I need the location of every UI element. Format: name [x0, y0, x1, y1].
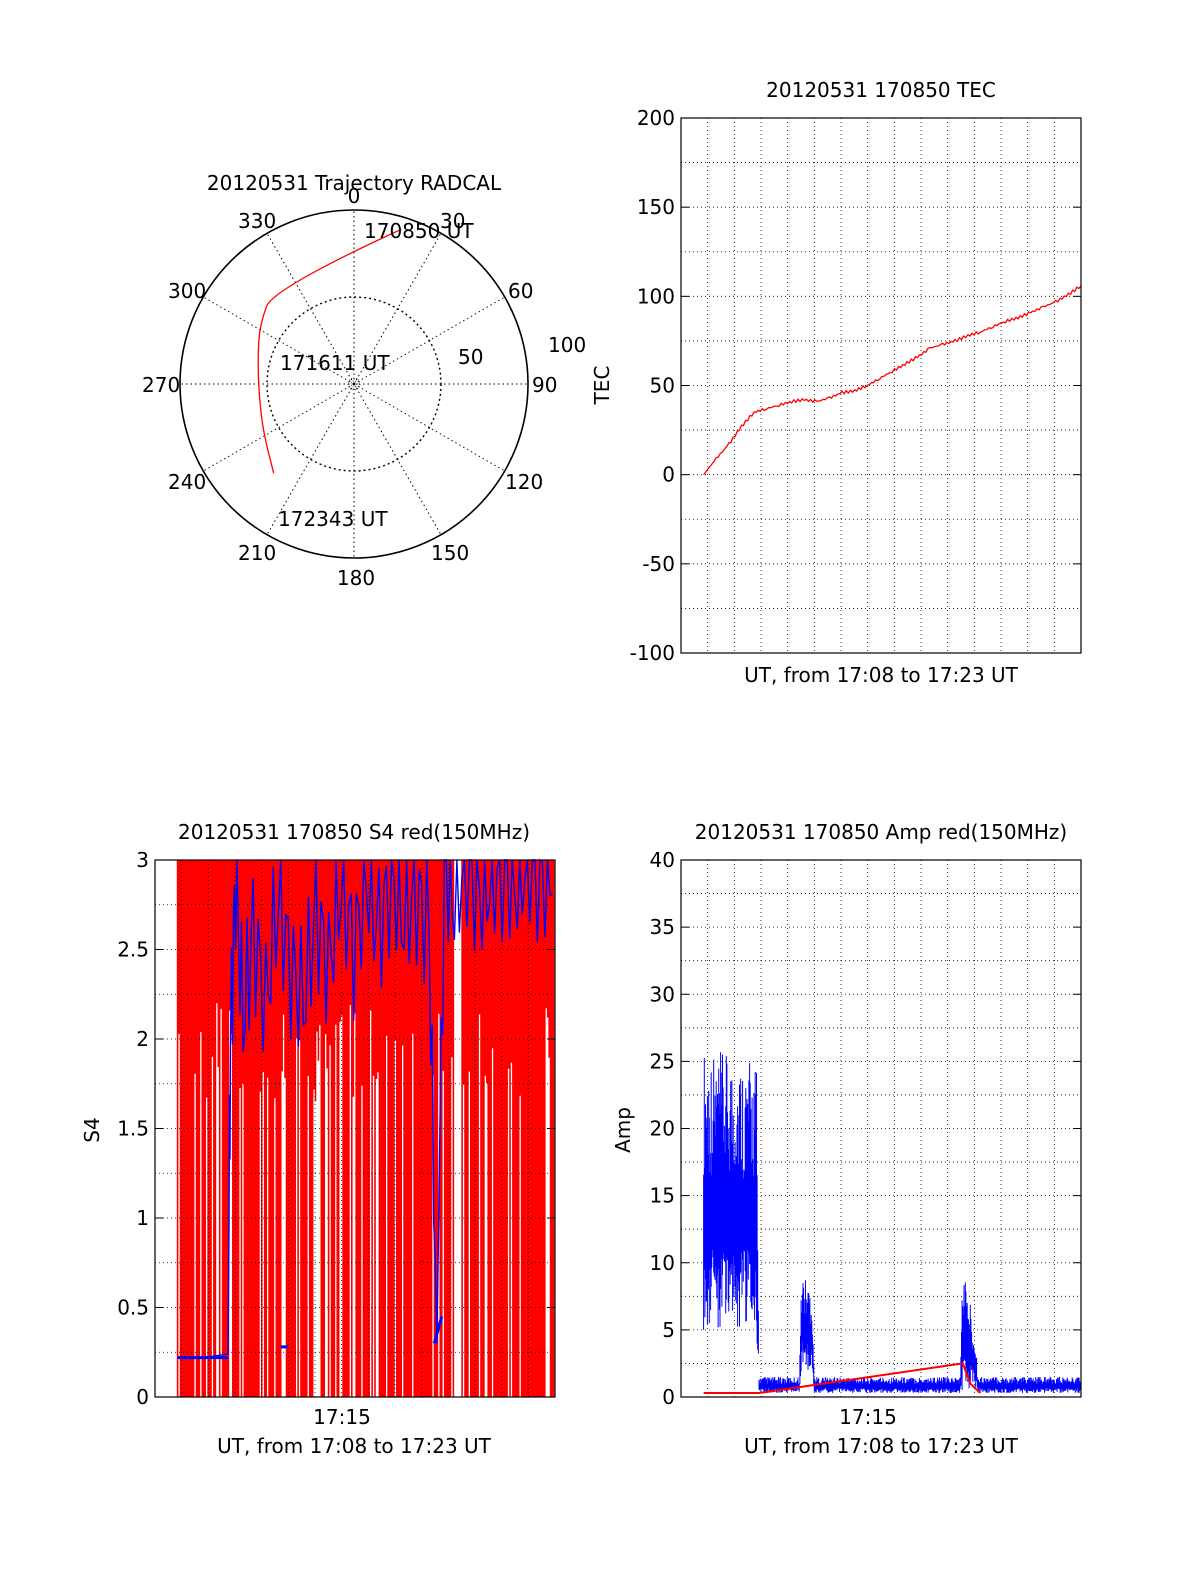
polar-trajectory-line	[257, 228, 402, 474]
s4-red-spikes	[176, 860, 555, 1397]
amp-ytick-label-15: 15	[650, 1184, 675, 1208]
polar-spoke-330	[266, 233, 355, 385]
polar-angle-label-0: 0	[348, 184, 361, 208]
amp-blue-series	[703, 1052, 1082, 1393]
s4-xlabel: UT, from 17:08 to 17:23 UT	[217, 1434, 492, 1458]
polar-point-label-start: 170850 UT	[364, 219, 474, 243]
polar-radius-label-50: 50	[458, 345, 483, 369]
s4-xtick-label: 17:15	[313, 1405, 371, 1429]
tec-series-line	[703, 285, 1082, 476]
s4-grid	[155, 860, 555, 1397]
tec-grid	[681, 118, 1081, 653]
amp-ytick-label-10: 10	[650, 1251, 675, 1275]
polar-ring-50	[266, 296, 442, 472]
amp-ytick-label-5: 5	[662, 1318, 675, 1342]
s4-ytick-label-2: 2	[136, 1027, 149, 1051]
polar-angle-label-240: 240	[168, 470, 206, 494]
polar-radius-label-100: 100	[548, 333, 586, 357]
s4-ylabel: S4	[80, 1117, 104, 1142]
polar-panel: 20120531 Trajectory RADCAL 0 30 60 90 12…	[142, 171, 586, 590]
s4-blue-line	[177, 858, 553, 1359]
s4-ytick-label-3: 3	[136, 848, 149, 872]
amp-xlabel: UT, from 17:08 to 17:23 UT	[744, 1434, 1019, 1458]
amp-plot	[703, 1052, 1082, 1394]
polar-angle-label-120: 120	[505, 470, 543, 494]
polar-ring-100	[179, 209, 529, 559]
polar-center-ring-1	[347, 377, 361, 391]
polar-point-label-mid: 171611 UT	[280, 351, 390, 375]
polar-labels: 0 30 60 90 120 150 180 210 240 270 300 3…	[142, 184, 586, 590]
amp-ytick-label-0: 0	[662, 1385, 675, 1409]
s4-panel: 20120531 170850 S4 red(150MHz) 0 0.5 1 1.5 2…	[80, 820, 556, 1458]
amp-title: 20120531 170850 Amp red(150MHz)	[695, 820, 1067, 844]
tec-ylabel: TEC	[590, 366, 614, 406]
tec-panel: 20120531 170850 TEC -100-50050100150200 …	[590, 78, 1082, 687]
amp-ytick-label-25: 25	[650, 1049, 675, 1073]
polar-angle-label-150: 150	[431, 541, 469, 565]
polar-angle-label-30: 30	[440, 209, 465, 233]
polar-spoke-30	[353, 233, 442, 385]
s4-ytick-label-1: 1	[136, 1206, 149, 1230]
tec-ytick-label-200: 200	[637, 106, 675, 130]
polar-series	[257, 228, 402, 474]
s4-blue-low-segment-3	[432, 1316, 444, 1344]
polar-angle-label-180: 180	[337, 566, 375, 590]
polar-angle-label-90: 90	[532, 373, 557, 397]
tec-title: 20120531 170850 TEC	[766, 78, 996, 102]
s4-plot	[176, 858, 555, 1397]
polar-angle-label-210: 210	[238, 541, 276, 565]
s4-title: 20120531 170850 S4 red(150MHz)	[178, 820, 530, 844]
tec-ytick-label--100: -100	[630, 641, 675, 665]
polar-angle-label-270: 270	[142, 373, 180, 397]
tec-yticks: -100 -50 0 50 100 150 200	[630, 106, 1081, 665]
amp-ytick-label-40: 40	[650, 848, 675, 872]
amp-xtick-label: 17:15	[839, 1405, 897, 1429]
amp-ytick-label-20: 20	[650, 1117, 675, 1141]
polar-angle-label-60: 60	[508, 279, 533, 303]
polar-spoke-300	[203, 296, 355, 385]
s4-ytick-label-1.5: 1.5	[117, 1117, 149, 1141]
polar-angle-label-300: 300	[168, 279, 206, 303]
amp-red-series	[703, 1362, 982, 1394]
tec-xlabel: UT, from 17:08 to 17:23 UT	[744, 663, 1019, 687]
s4-yticks: 0 0.5 1 1.5 2 2.5 3	[117, 848, 555, 1409]
amp-ytick-label-30: 30	[650, 982, 675, 1006]
polar-center-ring-0	[350, 380, 358, 388]
polar-point-label-end: 172343 UT	[278, 507, 388, 531]
amp-panel: 20120531 170850 Amp red(150MHz) 0 5 10 15 20…	[611, 820, 1082, 1458]
tec-plot	[703, 285, 1082, 476]
polar-spoke-240	[203, 383, 355, 472]
tec-ytick-label-150: 150	[637, 195, 675, 219]
tec-ytick-label-0: 0	[662, 463, 675, 487]
s4-ytick-label-2.5: 2.5	[117, 938, 149, 962]
amp-yticks: 0 5 10 15 20 25 30 35 40	[650, 848, 1081, 1409]
tec-ytick-label--50: -50	[642, 552, 675, 576]
tec-ytick-label-100: 100	[637, 284, 675, 308]
amp-ytick-label-35: 35	[650, 915, 675, 939]
tec-ytick-label-50: 50	[650, 374, 675, 398]
amp-ylabel: Amp	[611, 1107, 635, 1153]
amp-grid	[681, 860, 1081, 1397]
polar-angle-label-330: 330	[238, 209, 276, 233]
polar-grid	[179, 209, 529, 559]
s4-ytick-label-0: 0	[136, 1385, 149, 1409]
s4-ytick-label-0.5: 0.5	[117, 1296, 149, 1320]
polar-title: 20120531 Trajectory RADCAL	[207, 171, 502, 195]
